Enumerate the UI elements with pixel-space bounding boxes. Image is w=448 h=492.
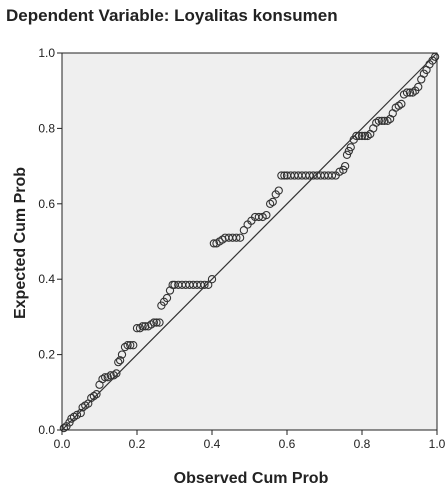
- data-point: [327, 171, 337, 180]
- data-point: [340, 161, 350, 171]
- data-point: [414, 82, 423, 92]
- plot-frame: [61, 52, 438, 431]
- data-point: [274, 186, 283, 195]
- data-point: [377, 116, 387, 126]
- data-point: [277, 171, 286, 180]
- y-tick-label: 0.8: [38, 121, 55, 135]
- reference-line: [61, 52, 438, 431]
- data-point: [360, 131, 370, 141]
- x-axis-label: Observed Cum Prob: [174, 470, 329, 487]
- data-point: [115, 356, 125, 365]
- y-tick-label: 0.2: [38, 348, 55, 362]
- data-point: [138, 322, 147, 331]
- x-tick-label: 1.0: [429, 437, 446, 451]
- data-point: [239, 226, 249, 235]
- data-point: [147, 320, 156, 329]
- data-point: [59, 423, 69, 433]
- y-tick-label: 0.0: [38, 423, 55, 437]
- data-point: [162, 293, 172, 303]
- data-point: [132, 324, 142, 333]
- data-point: [155, 318, 164, 327]
- data-point: [92, 390, 101, 399]
- data-point: [372, 118, 381, 127]
- data-point: [141, 322, 150, 331]
- data-point: [149, 318, 159, 327]
- data-point: [405, 88, 415, 97]
- data-point: [76, 408, 85, 418]
- data-point: [357, 131, 367, 141]
- data-point: [354, 131, 364, 141]
- data-point: [235, 233, 245, 242]
- x-tick-label: 0.8: [354, 437, 371, 451]
- data-point: [129, 341, 138, 350]
- y-tick-label: 1.0: [38, 46, 55, 60]
- data-point: [352, 131, 361, 141]
- data-point: [408, 88, 417, 97]
- data-point: [346, 143, 355, 152]
- data-point: [120, 342, 130, 352]
- data-point: [98, 374, 107, 384]
- data-point: [209, 239, 219, 248]
- data-point: [126, 341, 135, 350]
- data-point: [78, 403, 87, 412]
- data-point: [135, 324, 145, 333]
- data-point: [200, 280, 209, 290]
- data-point: [123, 341, 132, 350]
- data-point: [89, 391, 99, 401]
- data-point: [152, 318, 161, 327]
- data-point: [254, 212, 264, 222]
- data-point: [109, 371, 118, 380]
- data-point: [117, 350, 127, 359]
- x-tick-label: 0.6: [279, 437, 296, 451]
- data-point: [383, 116, 392, 126]
- y-axis-label: Expected Cum Prob: [12, 167, 29, 319]
- data-point: [402, 88, 412, 97]
- x-tick-label: 0.4: [204, 437, 221, 451]
- data-point: [380, 116, 389, 126]
- data-point: [67, 414, 76, 423]
- data-point: [106, 371, 115, 380]
- data-point: [112, 369, 121, 378]
- data-point: [100, 373, 110, 382]
- data-point: [394, 101, 403, 110]
- data-point: [204, 280, 213, 290]
- chart-title: Dependent Variable: Loyalitas konsumen: [6, 6, 338, 25]
- data-point: [114, 357, 123, 367]
- data-point: [268, 197, 277, 207]
- data-point: [363, 131, 372, 141]
- data-point: [262, 210, 271, 220]
- x-tick-label: 0.2: [129, 437, 146, 451]
- data-point: [374, 116, 384, 126]
- data-point: [207, 275, 217, 284]
- data-point: [265, 199, 275, 208]
- data-point: [397, 99, 406, 109]
- x-tick-label: 0.0: [54, 437, 71, 451]
- data-point: [232, 233, 241, 242]
- y-tick-label: 0.6: [38, 197, 55, 211]
- data-point: [280, 171, 289, 180]
- y-tick-label: 0.4: [38, 272, 55, 286]
